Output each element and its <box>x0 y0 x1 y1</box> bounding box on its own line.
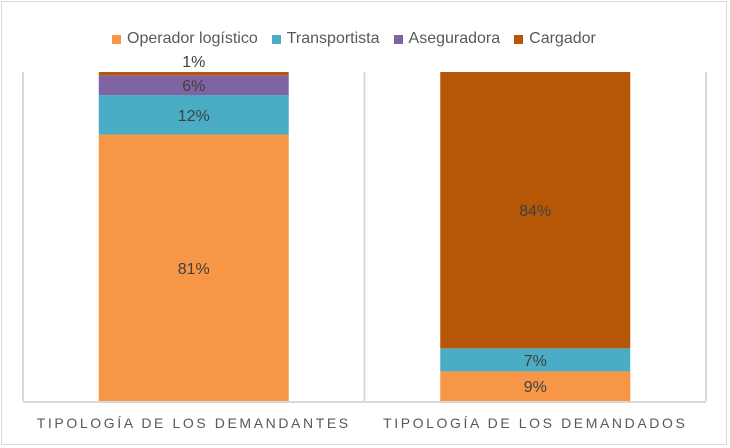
data-label: 81% <box>178 261 210 278</box>
legend: Operador logístico Transportista Asegurado… <box>0 28 730 50</box>
legend-label: Operador logístico <box>127 30 258 47</box>
data-label: 9% <box>524 379 547 396</box>
bar-segment <box>98 134 289 401</box>
legend-swatch <box>393 34 403 44</box>
legend-item: Cargador <box>514 30 596 48</box>
legend-label: Transportista <box>286 30 380 47</box>
data-label: 84% <box>519 203 551 220</box>
legend-label: Cargador <box>529 30 596 47</box>
bar-segment <box>440 371 631 401</box>
bar-segment <box>98 75 289 96</box>
legend-swatch <box>514 34 524 44</box>
data-label: 7% <box>524 353 547 370</box>
legend-item: Transportista <box>271 30 380 48</box>
legend-label: Aseguradora <box>408 30 501 47</box>
data-label: 1% <box>182 54 205 71</box>
bar-segment <box>440 348 631 372</box>
legend-swatch <box>271 34 281 44</box>
bar-segment <box>98 95 289 135</box>
legend-swatch <box>112 34 121 44</box>
bar-segment <box>440 72 631 349</box>
data-label: 6% <box>182 78 205 95</box>
bar-segment <box>98 72 289 76</box>
legend-item: Operador logístico <box>112 30 258 48</box>
legend-item: Aseguradora <box>393 30 501 48</box>
category-label: TIPOLOGÍA DE LOS DEMANDADOS <box>383 415 687 431</box>
category-label: TIPOLOGÍA DE LOS DEMANDANTES <box>37 415 351 431</box>
data-label: 12% <box>178 108 210 125</box>
